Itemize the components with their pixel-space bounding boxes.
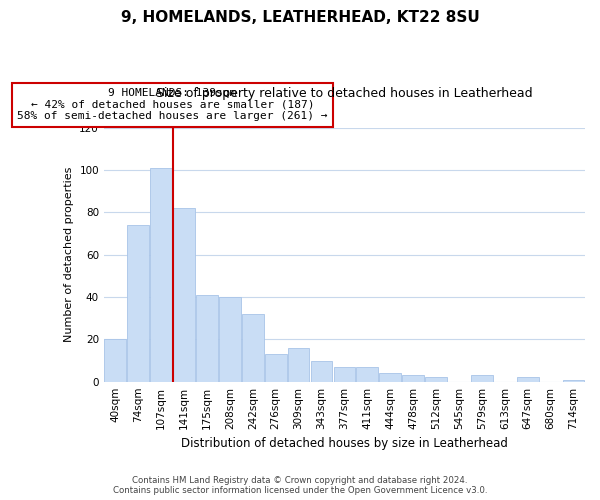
Bar: [356, 367, 378, 382]
Bar: [196, 295, 218, 382]
Bar: [471, 376, 493, 382]
Text: Contains HM Land Registry data © Crown copyright and database right 2024.
Contai: Contains HM Land Registry data © Crown c…: [113, 476, 487, 495]
Text: 9 HOMELANDS: 139sqm
← 42% of detached houses are smaller (187)
58% of semi-detac: 9 HOMELANDS: 139sqm ← 42% of detached ho…: [17, 88, 328, 122]
Bar: [104, 340, 126, 382]
Bar: [563, 380, 584, 382]
Bar: [242, 314, 263, 382]
Bar: [402, 376, 424, 382]
Y-axis label: Number of detached properties: Number of detached properties: [64, 167, 74, 342]
Bar: [219, 297, 241, 382]
Title: Size of property relative to detached houses in Leatherhead: Size of property relative to detached ho…: [156, 88, 533, 101]
X-axis label: Distribution of detached houses by size in Leatherhead: Distribution of detached houses by size …: [181, 437, 508, 450]
Bar: [517, 378, 539, 382]
Bar: [127, 225, 149, 382]
Text: 9, HOMELANDS, LEATHERHEAD, KT22 8SU: 9, HOMELANDS, LEATHERHEAD, KT22 8SU: [121, 10, 479, 25]
Bar: [311, 360, 332, 382]
Bar: [379, 373, 401, 382]
Bar: [334, 367, 355, 382]
Bar: [425, 378, 447, 382]
Bar: [150, 168, 172, 382]
Bar: [265, 354, 287, 382]
Bar: [288, 348, 310, 382]
Bar: [173, 208, 195, 382]
